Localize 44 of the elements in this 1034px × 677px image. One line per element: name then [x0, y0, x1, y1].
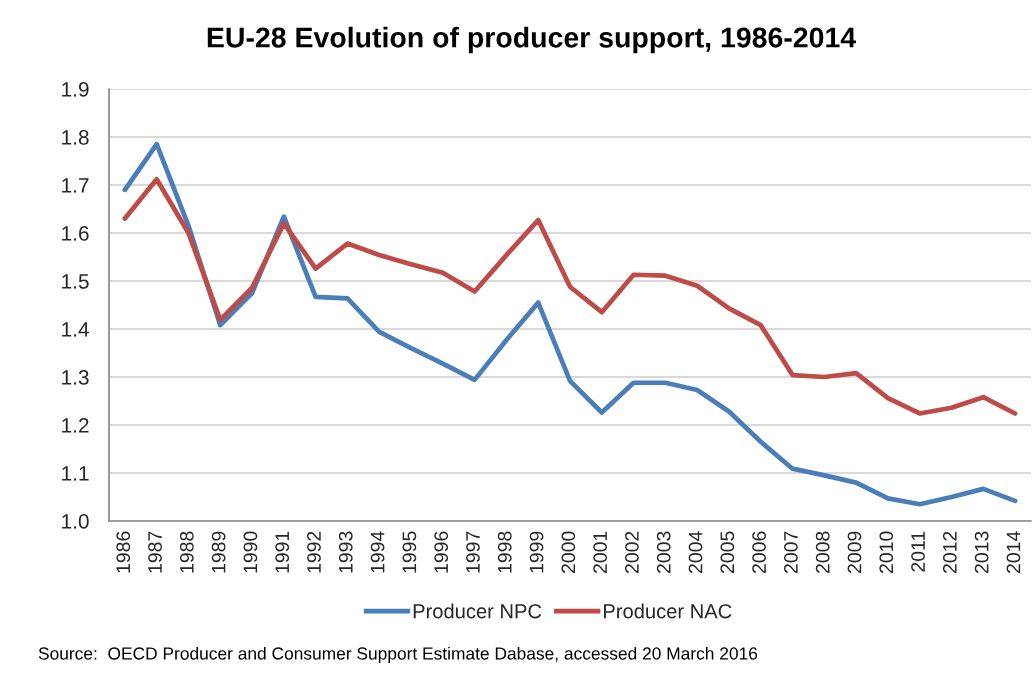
x-tick-label: 1988 — [179, 531, 194, 573]
x-tick-label: 1997 — [466, 531, 480, 573]
x-tick-label: 2009 — [847, 531, 862, 573]
x-tick-label: 2008 — [815, 531, 830, 573]
x-tick-label: 2002 — [625, 531, 639, 573]
y-tick-label: 1.7 — [62, 178, 89, 193]
x-tick-label: 1991 — [275, 531, 290, 573]
x-tick-label: 1987 — [148, 531, 162, 573]
y-tick-label: 1.3 — [62, 370, 89, 385]
x-tick-label: 2010 — [879, 531, 894, 573]
x-tick-label: 2011 — [911, 531, 925, 572]
x-tick-label: 2003 — [656, 531, 671, 573]
x-tick-label: 2012 — [942, 531, 957, 573]
x-tick-label: 2014 — [1006, 531, 1021, 573]
x-tick-label: 2004 — [688, 531, 703, 573]
x-tick-label: 1996 — [434, 531, 449, 573]
x-tick-label: 1986 — [116, 531, 131, 573]
x-tick-label: 1990 — [243, 531, 258, 573]
legend-label: Producer NAC — [604, 603, 732, 619]
x-tick-label: 1993 — [338, 531, 353, 573]
y-tick-label: 1.6 — [62, 226, 89, 241]
x-tick-label: 1994 — [370, 531, 385, 573]
y-tick-label: 1.1 — [62, 466, 89, 481]
x-tick-label: 2006 — [752, 531, 766, 573]
x-tick-label: 1995 — [402, 531, 417, 573]
x-tick-label: 1989 — [211, 531, 226, 573]
y-tick-label: 1.9 — [62, 82, 89, 97]
y-tick-label: 1.8 — [62, 130, 89, 145]
y-tick-label: 1.4 — [62, 322, 89, 337]
y-tick-label: 1.5 — [62, 274, 89, 289]
y-tick-label: 1.2 — [62, 418, 89, 433]
legend-label: Producer NPC — [413, 603, 542, 619]
x-tick-label: 2001 — [593, 531, 608, 573]
source-note: Source: OECD Producer and Consumer Support Estimate Dabase, accessed 20 March 2016 — [38, 646, 758, 664]
x-tick-label: 2007 — [784, 531, 798, 573]
line-series — [122, 176, 1018, 416]
x-tick-label: 2005 — [720, 531, 735, 573]
x-tick-label: 2000 — [561, 531, 576, 573]
x-tick-label: 1992 — [307, 531, 321, 573]
x-tick-label: 1998 — [497, 531, 512, 573]
y-tick-label: 1.0 — [62, 514, 89, 529]
x-tick-label: 1999 — [529, 531, 544, 573]
x-tick-label: 2013 — [974, 531, 989, 573]
chart-title: EU-28 Evolution of producer support, 1986-2014 — [207, 26, 856, 54]
